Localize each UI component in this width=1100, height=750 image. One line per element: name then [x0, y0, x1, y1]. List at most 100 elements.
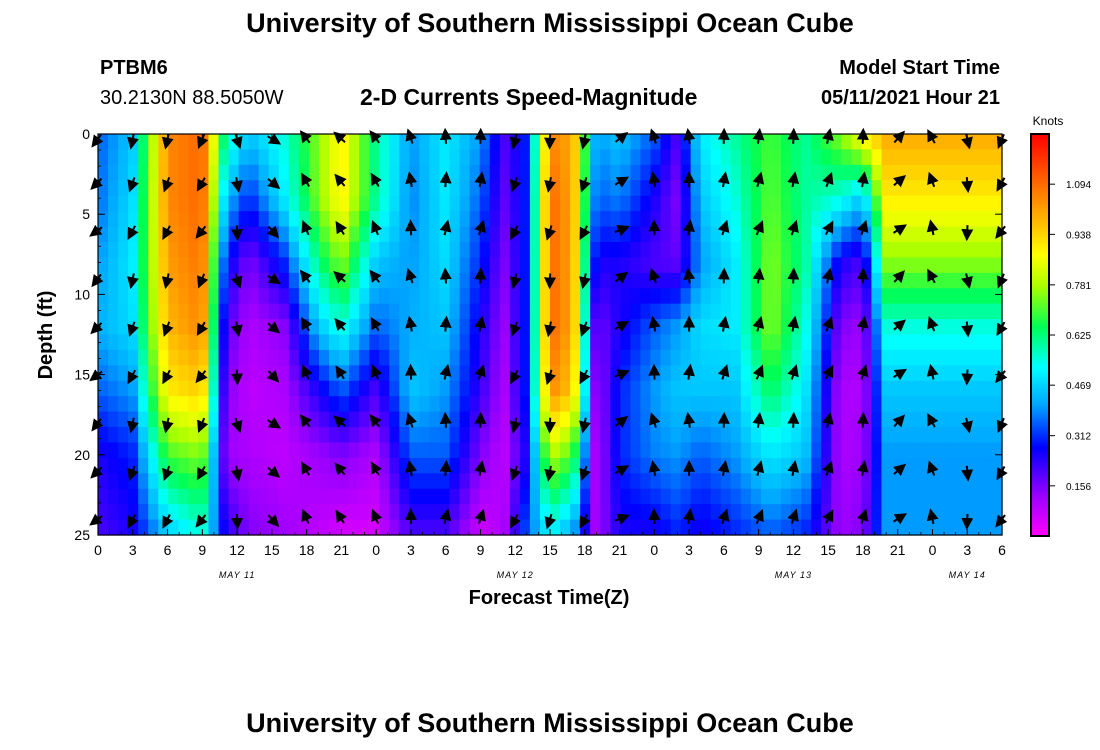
- heat-cell: [108, 473, 119, 490]
- current-arrow: [196, 177, 208, 192]
- heat-cell: [318, 396, 330, 413]
- colorbar-tick-label: 0.938: [1066, 230, 1091, 241]
- heat-cell: [429, 411, 441, 428]
- heat-cell: [971, 349, 983, 366]
- heat-cell: [529, 349, 541, 366]
- heat-cell: [208, 519, 220, 536]
- heat-cell: [188, 365, 200, 382]
- heat-cell: [941, 303, 953, 320]
- heat-cell: [329, 319, 340, 336]
- heat-cell: [901, 211, 913, 228]
- heat-cell: [590, 288, 601, 305]
- current-arrow: [822, 509, 834, 524]
- heat-cell: [730, 164, 742, 181]
- heat-cell: [268, 149, 280, 166]
- heat-cell: [921, 134, 933, 151]
- heat-cell: [359, 334, 370, 351]
- heat-cell: [158, 241, 169, 258]
- heat-cell: [740, 288, 752, 305]
- heat-cell: [781, 427, 792, 444]
- heat-cell: [288, 473, 300, 490]
- heat-cell: [188, 257, 200, 274]
- heat-cell: [308, 349, 320, 366]
- heat-cell: [650, 442, 662, 459]
- heat-cell: [138, 180, 149, 197]
- heat-cell: [871, 226, 883, 243]
- heat-cell: [670, 519, 682, 536]
- y-tick-label: 25: [74, 527, 90, 543]
- heat-cell: [369, 288, 380, 305]
- heat-cell: [961, 488, 973, 505]
- heat-cell: [178, 488, 189, 505]
- heat-cell: [449, 288, 461, 305]
- heat-cell: [921, 180, 933, 197]
- heat-cell: [469, 180, 481, 197]
- heat-cell: [369, 349, 380, 366]
- heat-cell: [188, 272, 200, 289]
- current-arrow: [683, 219, 695, 236]
- heat-cell: [529, 272, 541, 289]
- heat-cell: [148, 226, 159, 243]
- heat-cell: [168, 180, 179, 197]
- heat-cell: [178, 134, 189, 151]
- heat-cell: [509, 257, 521, 274]
- heat-cell: [951, 272, 963, 289]
- heat-cell: [198, 380, 210, 397]
- heat-cell: [580, 257, 591, 274]
- heat-cell: [971, 380, 983, 397]
- current-arrow: [301, 220, 313, 236]
- heat-cell: [369, 241, 380, 258]
- heat-cell: [931, 519, 943, 536]
- heat-cell: [851, 226, 862, 243]
- heat-cell: [519, 442, 531, 459]
- heat-cell: [318, 211, 330, 228]
- heat-cell: [740, 488, 752, 505]
- heat-cell: [519, 457, 531, 474]
- heat-cell: [519, 396, 531, 413]
- heat-cell: [138, 380, 149, 397]
- heat-cell: [188, 180, 200, 197]
- heat-cell: [369, 149, 380, 166]
- heat-cell: [208, 504, 220, 521]
- heat-cell: [188, 457, 200, 474]
- heat-cell: [208, 365, 220, 382]
- heat-cell: [620, 257, 631, 274]
- heat-cell: [680, 211, 692, 228]
- heat-cell: [469, 396, 481, 413]
- heat-cell: [801, 504, 812, 521]
- heat-cell: [349, 195, 360, 212]
- heat-cell: [108, 303, 119, 320]
- heat-cell: [600, 241, 611, 258]
- heat-cell: [590, 519, 601, 536]
- heat-cell: [399, 180, 410, 197]
- heat-cell: [550, 319, 561, 336]
- heat-cell: [911, 226, 923, 243]
- current-arrow: [127, 321, 139, 337]
- heat-cell: [740, 241, 752, 258]
- heat-cell: [268, 164, 280, 181]
- heat-cell: [258, 488, 270, 505]
- heat-cell: [349, 288, 360, 305]
- heat-cell: [268, 349, 280, 366]
- heat-cell: [580, 349, 591, 366]
- heat-cell: [811, 411, 822, 428]
- heat-cell: [118, 457, 129, 474]
- heat-cell: [610, 442, 621, 459]
- heat-cell: [791, 504, 802, 521]
- heat-cell: [911, 288, 923, 305]
- heat-cell: [519, 149, 531, 166]
- heat-cell: [750, 396, 762, 413]
- heat-cell: [168, 427, 179, 444]
- heat-cell: [168, 164, 179, 181]
- heat-cell: [218, 257, 230, 274]
- heat-cell: [941, 319, 953, 336]
- heat-cell: [901, 149, 913, 166]
- heat-cell: [138, 134, 149, 151]
- heat-cell: [469, 164, 481, 181]
- heat-cell: [560, 519, 571, 536]
- heat-cell: [961, 164, 973, 181]
- heat-cell: [208, 349, 220, 366]
- heat-cell: [429, 365, 441, 382]
- heat-cell: [781, 334, 792, 351]
- heat-cell: [781, 134, 792, 151]
